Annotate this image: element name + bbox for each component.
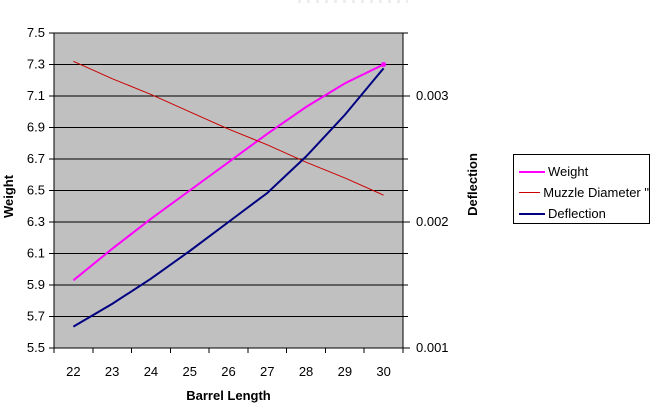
series-line-weight — [72, 63, 385, 282]
legend-item-deflection: Deflection — [519, 203, 649, 224]
x-axis-title: Barrel Length — [186, 388, 271, 403]
left-axis-tick-label: 6.1 — [27, 246, 45, 261]
left-axis-tick-label: 7.5 — [27, 25, 45, 40]
x-axis-tick-label: 29 — [338, 364, 352, 379]
x-axis-tick-label: 27 — [260, 364, 274, 379]
legend-item-weight: Weight — [519, 161, 649, 182]
x-axis-tick-label: 24 — [144, 364, 158, 379]
x-axis-tick-label: 30 — [376, 364, 390, 379]
x-axis-tick-label: 28 — [299, 364, 313, 379]
x-axis-tick-label: 25 — [182, 364, 196, 379]
series-line-muzzle-diameter — [73, 60, 384, 196]
x-axis-tick-label: 23 — [105, 364, 119, 379]
left-axis-tick-label: 7.3 — [27, 57, 45, 72]
right-axis-tick-label: 0.001 — [416, 340, 449, 355]
x-axis-tick-label: 26 — [221, 364, 235, 379]
left-axis-tick-label: 6.3 — [27, 214, 45, 229]
right-axis-tick-label: 0.003 — [416, 88, 449, 103]
x-axis-tick-label: 22 — [66, 364, 80, 379]
legend-label-deflection: Deflection — [548, 206, 606, 221]
clipped-title-remnant — [298, 0, 408, 3]
left-axis-tick-label: 5.5 — [27, 340, 45, 355]
legend-item-muzzle-diameter: Muzzle Diameter " — [519, 182, 649, 203]
series-line-deflection — [72, 67, 385, 328]
left-axis-tick-label: 6.9 — [27, 120, 45, 135]
legend: Weight Muzzle Diameter " Deflection — [513, 154, 650, 224]
legend-label-muzzle-diameter: Muzzle Diameter " — [543, 185, 649, 200]
series-end-marker — [381, 62, 387, 67]
left-axis-tick-label: 6.7 — [27, 151, 45, 166]
right-axis-tick-label: 0.002 — [416, 214, 449, 229]
legend-line-sample-deflection-icon — [519, 212, 545, 215]
left-axis-tick-label: 5.9 — [27, 277, 45, 292]
legend-label-weight: Weight — [548, 164, 589, 179]
left-axis-title: Weight — [1, 174, 17, 219]
legend-line-sample-muzzle-diameter-icon — [519, 192, 541, 193]
left-axis-tick-label: 6.5 — [27, 183, 45, 198]
left-axis-tick-label: 7.1 — [27, 88, 45, 103]
legend-line-sample-weight-icon — [519, 170, 545, 173]
left-axis-tick-label: 5.7 — [27, 309, 45, 324]
right-axis-title: Deflection — [464, 153, 480, 216]
